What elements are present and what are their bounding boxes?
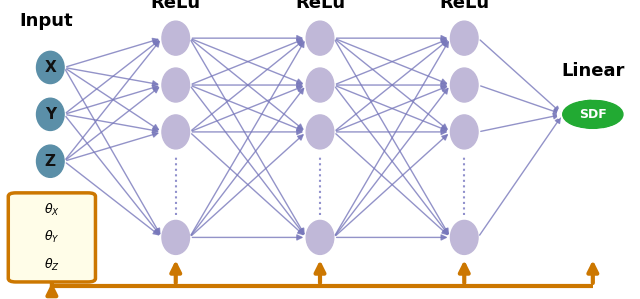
FancyArrowPatch shape — [193, 83, 302, 88]
FancyArrowPatch shape — [67, 115, 157, 133]
Ellipse shape — [306, 68, 334, 102]
Text: ReLu: ReLu — [295, 0, 345, 12]
Text: $\theta_X$: $\theta_X$ — [44, 202, 60, 218]
FancyArrowPatch shape — [67, 68, 157, 86]
FancyArrowPatch shape — [336, 135, 447, 236]
FancyArrowPatch shape — [337, 83, 446, 88]
FancyArrowPatch shape — [337, 86, 447, 131]
FancyArrowPatch shape — [337, 235, 446, 240]
FancyArrowPatch shape — [191, 135, 303, 236]
Text: ReLu: ReLu — [439, 0, 490, 12]
FancyArrowPatch shape — [67, 132, 158, 161]
FancyArrowPatch shape — [67, 85, 158, 114]
Ellipse shape — [306, 21, 334, 55]
Text: SDF: SDF — [579, 108, 607, 121]
FancyArrowPatch shape — [480, 40, 559, 112]
FancyArrowPatch shape — [192, 39, 302, 84]
Ellipse shape — [36, 98, 64, 130]
FancyArrowPatch shape — [192, 41, 303, 130]
FancyArrowPatch shape — [192, 40, 303, 129]
FancyArrowPatch shape — [481, 114, 559, 131]
FancyArrowPatch shape — [337, 129, 446, 135]
Circle shape — [563, 100, 623, 128]
Text: Input: Input — [19, 12, 72, 30]
Text: $\theta_Y$: $\theta_Y$ — [44, 229, 60, 245]
FancyArrowPatch shape — [67, 88, 159, 159]
Text: Y: Y — [45, 107, 56, 122]
Ellipse shape — [451, 220, 478, 254]
Ellipse shape — [306, 115, 334, 149]
Ellipse shape — [451, 115, 478, 149]
Ellipse shape — [451, 68, 478, 102]
FancyArrowPatch shape — [337, 36, 446, 41]
Ellipse shape — [36, 145, 64, 177]
Ellipse shape — [36, 51, 64, 83]
FancyArrowPatch shape — [191, 41, 304, 234]
Ellipse shape — [162, 68, 189, 102]
FancyArrowPatch shape — [191, 134, 303, 234]
FancyArrowPatch shape — [191, 42, 304, 235]
FancyArrowPatch shape — [337, 86, 447, 131]
Ellipse shape — [162, 115, 189, 149]
FancyArrowPatch shape — [335, 87, 448, 234]
Ellipse shape — [306, 220, 334, 254]
FancyArrowPatch shape — [335, 42, 448, 235]
FancyArrowPatch shape — [336, 134, 447, 234]
FancyArrowPatch shape — [481, 86, 559, 114]
FancyArrowPatch shape — [336, 40, 447, 129]
FancyArrowPatch shape — [67, 163, 159, 235]
Text: ReLu: ReLu — [150, 0, 201, 12]
Text: Linear: Linear — [561, 62, 625, 80]
FancyArrowPatch shape — [66, 117, 159, 234]
FancyArrowPatch shape — [193, 36, 302, 41]
FancyArrowPatch shape — [335, 89, 448, 235]
FancyArrowPatch shape — [67, 41, 159, 113]
FancyArrowPatch shape — [191, 89, 303, 235]
FancyArrowPatch shape — [192, 86, 302, 131]
Text: Z: Z — [45, 154, 56, 169]
FancyArrowPatch shape — [192, 39, 302, 84]
FancyArrowPatch shape — [67, 39, 158, 67]
FancyArrowPatch shape — [479, 118, 560, 235]
FancyArrowPatch shape — [67, 69, 158, 129]
FancyArrowPatch shape — [191, 87, 303, 234]
FancyBboxPatch shape — [8, 193, 95, 282]
FancyArrowPatch shape — [193, 129, 302, 135]
Text: X: X — [44, 60, 56, 75]
FancyArrowPatch shape — [336, 41, 447, 130]
FancyArrowPatch shape — [335, 41, 448, 234]
Ellipse shape — [162, 21, 189, 55]
Ellipse shape — [451, 21, 478, 55]
FancyArrowPatch shape — [337, 39, 447, 84]
FancyArrowPatch shape — [337, 39, 447, 84]
Ellipse shape — [162, 220, 189, 254]
FancyArrowPatch shape — [192, 86, 302, 131]
Text: $\theta_Z$: $\theta_Z$ — [44, 257, 60, 273]
FancyArrowPatch shape — [193, 235, 302, 240]
FancyArrowPatch shape — [66, 42, 159, 159]
FancyArrowPatch shape — [65, 70, 160, 234]
